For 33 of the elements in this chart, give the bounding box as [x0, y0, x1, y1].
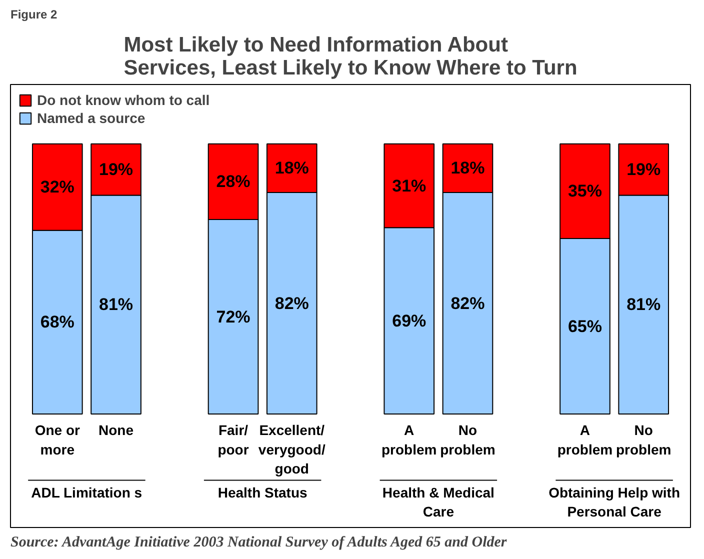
chart-subtitle: Figure 2 [10, 8, 58, 22]
data-label: 28% [216, 172, 250, 192]
data-label: 82% [274, 294, 309, 313]
text: Obtaining Help with Personal Care [548, 484, 680, 520]
chart-title: Most Likely to Need Information About Services, Least Likely to Know Where to Turn [124, 34, 578, 80]
text: Health Status [218, 484, 308, 500]
data-label: 81% [626, 295, 661, 314]
data-label: 19% [626, 160, 661, 180]
data-label: 35% [568, 182, 602, 201]
data-label: 68% [40, 312, 74, 332]
x-tick-label: A problem [382, 422, 437, 458]
data-label: 81% [99, 295, 134, 314]
x-tick-label: None [98, 422, 134, 438]
x-tick-label: No problem [616, 422, 672, 458]
data-label: 31% [392, 176, 426, 196]
x-tick-label: No problem [440, 422, 496, 458]
x-tick-label: A problem [557, 422, 613, 458]
text: Health & Medical Care [382, 484, 494, 520]
data-label: 18% [450, 158, 485, 178]
x-tick-label: Excellent/ verygood/ good [258, 422, 326, 477]
data-label: 82% [450, 294, 485, 313]
x-tick-label: Fair/ poor [218, 422, 250, 458]
data-label: 69% [392, 311, 426, 330]
data-label: 32% [40, 178, 74, 197]
x-tick-label: One or more [34, 422, 81, 458]
data-label: 72% [216, 307, 250, 326]
legend-label: Do not know whom to call [37, 92, 210, 108]
data-label: 18% [274, 158, 309, 178]
text: ADL Limitation s [31, 484, 142, 500]
legend-label: Named a source [37, 110, 146, 126]
data-label: 19% [99, 160, 134, 180]
data-label: 65% [568, 316, 602, 336]
source-note: Source: AdvantAge Initiative 2003 National Survey of Adults Aged 65 and Older [10, 534, 507, 550]
